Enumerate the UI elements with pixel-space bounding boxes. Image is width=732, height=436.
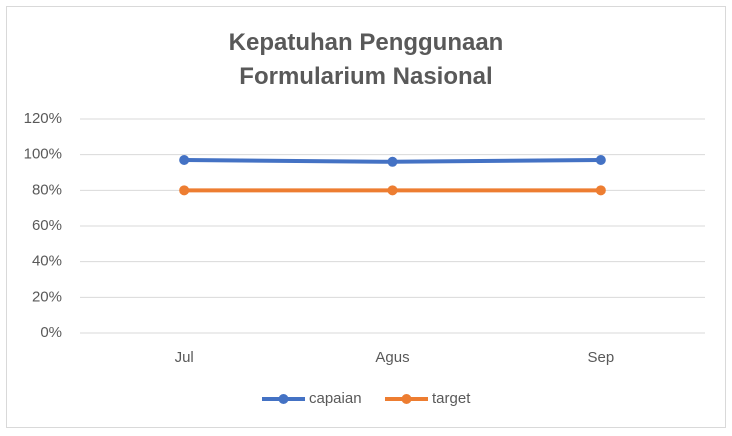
chart-title: Kepatuhan Penggunaan Formularium Nasiona… xyxy=(228,29,504,90)
x-tick-label: Jul xyxy=(175,349,194,366)
y-tick-label: 60% xyxy=(32,217,62,234)
legend-label: target xyxy=(432,390,471,407)
y-tick-label: 40% xyxy=(32,253,62,270)
y-tick-label: 20% xyxy=(32,288,62,305)
data-point xyxy=(179,155,190,166)
data-point xyxy=(595,185,606,196)
data-point xyxy=(595,155,606,166)
legend-marker xyxy=(401,394,412,404)
x-tick-label: Agus xyxy=(375,349,409,366)
legend-label: capaian xyxy=(309,390,362,407)
data-point xyxy=(387,156,398,167)
legend-marker xyxy=(278,394,289,404)
x-tick-label: Sep xyxy=(587,349,614,366)
data-point xyxy=(179,185,190,196)
y-tick-label: 0% xyxy=(40,324,62,341)
y-tick-label: 120% xyxy=(24,110,62,127)
y-tick-label: 80% xyxy=(32,181,62,198)
chart-border xyxy=(6,6,726,428)
y-tick-label: 100% xyxy=(24,146,62,163)
data-point xyxy=(387,185,398,196)
